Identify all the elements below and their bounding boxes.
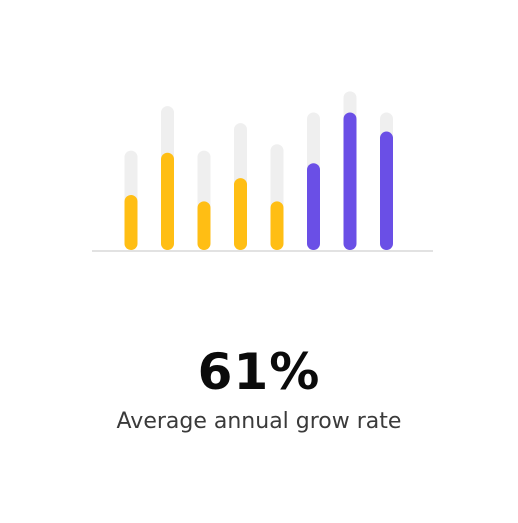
stat-value: 61% [197,343,321,401]
bar [197,201,211,250]
bar [234,178,247,250]
stat-label: Average annual grow rate [116,409,402,434]
bar-chart [92,91,433,252]
bar [270,201,284,250]
bar [307,163,320,250]
bar [124,195,138,250]
bar [343,112,357,250]
bar [380,131,393,250]
bar [161,152,174,250]
